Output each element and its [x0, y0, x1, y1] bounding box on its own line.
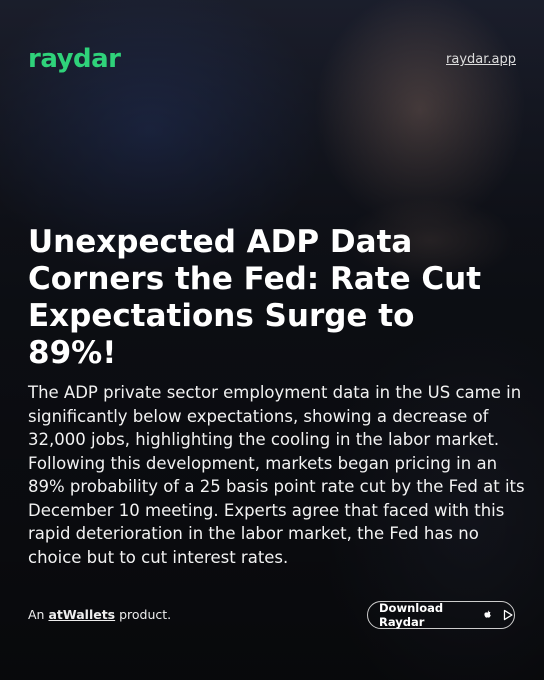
headline: Unexpected ADP Data Corners the Fed: Rat…	[28, 224, 482, 371]
footer-credit: An atWallets product.	[28, 607, 171, 622]
play-icon	[504, 609, 513, 621]
button-label: Download Raydar	[379, 601, 444, 629]
site-link[interactable]: raydar.app	[446, 52, 516, 67]
download-button[interactable]: Download Raydar	[367, 601, 515, 629]
logo: raydar	[28, 44, 121, 74]
brand-link[interactable]: atWallets	[48, 607, 116, 622]
article-body: The ADP private sector employment data i…	[28, 383, 525, 567]
footer-suffix: product.	[119, 607, 172, 622]
apple-icon	[484, 610, 491, 618]
footer-prefix: An	[28, 607, 45, 622]
